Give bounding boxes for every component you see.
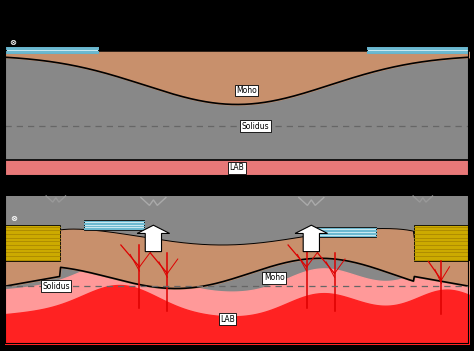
Bar [367,47,468,53]
Bar [84,220,144,230]
Bar [5,160,469,176]
Bar [6,47,98,53]
Bar [307,227,376,237]
FancyArrow shape [295,225,328,252]
FancyArrow shape [137,225,170,252]
Text: ⊗: ⊗ [9,38,17,47]
Text: LAB: LAB [229,163,245,172]
Bar [5,52,469,176]
Text: ⊗: ⊗ [10,214,18,223]
Text: Solidus: Solidus [42,282,70,291]
Text: Moho: Moho [264,273,284,283]
Text: Moho: Moho [236,86,256,95]
Bar [413,225,469,261]
Text: Solidus: Solidus [242,121,269,131]
Text: LAB: LAB [220,315,235,324]
Bar [5,225,61,261]
